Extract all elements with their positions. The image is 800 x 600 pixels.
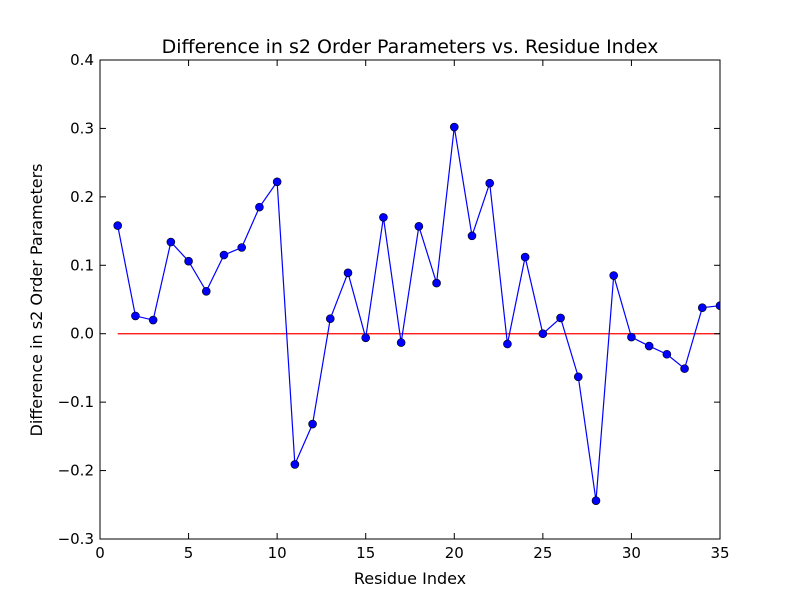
- data-point: [556, 313, 565, 323]
- data-point: [290, 460, 300, 469]
- data-point: [503, 339, 512, 349]
- axes-frame: [99, 59, 721, 540]
- data-point: [113, 221, 123, 230]
- data-point: [715, 301, 720, 310]
- y-tick-label: −0.1: [58, 393, 94, 411]
- data-point: [148, 315, 158, 325]
- y-tick-label: 0.3: [70, 119, 94, 137]
- x-tick-label: 35: [710, 544, 729, 562]
- data-point: [449, 122, 459, 132]
- data-point: [343, 268, 353, 278]
- x-tick-label: 20: [445, 544, 464, 562]
- y-tick-label: 0.2: [70, 188, 94, 206]
- series-points: [113, 122, 720, 505]
- y-axis-label: Difference in s2 Order Parameters: [27, 164, 46, 437]
- data-point: [609, 271, 619, 280]
- y-tick-label: −0.2: [58, 462, 94, 480]
- data-point: [219, 250, 229, 260]
- data-point: [680, 364, 689, 373]
- data-point: [131, 311, 140, 321]
- data-point: [414, 221, 424, 231]
- x-tick-label: 10: [268, 544, 287, 562]
- data-point: [467, 231, 477, 241]
- data-point: [520, 252, 530, 262]
- y-tick-label: 0.1: [70, 256, 94, 274]
- x-tick-label: 0: [95, 544, 105, 562]
- data-point: [627, 332, 636, 342]
- x-axis-label: Residue Index: [354, 569, 466, 588]
- data-point: [379, 213, 388, 222]
- y-tick-label: −0.3: [58, 530, 94, 548]
- ticks: 0 5 10 15 20 25 30 35 −0.3 −0.2 −0.1 0.0 0.1 0.2 0.3 0.…: [58, 51, 730, 562]
- x-tick-label: 30: [622, 544, 641, 562]
- data-point: [697, 303, 707, 313]
- chart-title: Difference in s2 Order Parameters vs. Re…: [162, 36, 659, 58]
- data-point: [485, 178, 495, 188]
- data-point: [361, 333, 371, 343]
- x-tick-label: 25: [533, 544, 552, 562]
- x-tick-label: 5: [184, 544, 194, 562]
- data-point: [201, 286, 211, 296]
- data-point: [166, 237, 176, 247]
- data-point: [432, 278, 441, 288]
- plot-area: [113, 122, 721, 505]
- data-point: [644, 341, 654, 351]
- y-tick-label: 0.4: [70, 51, 94, 69]
- data-point: [255, 202, 264, 212]
- data-point: [184, 256, 193, 266]
- data-point: [308, 419, 317, 429]
- data-point: [396, 338, 406, 347]
- x-tick-label: 15: [356, 544, 375, 562]
- data-point: [662, 349, 672, 359]
- y-tick-label: 0.0: [70, 325, 94, 343]
- data-point: [591, 496, 601, 505]
- data-point: [272, 177, 282, 187]
- data-point: [538, 329, 548, 339]
- data-point: [325, 314, 335, 323]
- data-point: [573, 372, 583, 382]
- data-point: [237, 243, 247, 252]
